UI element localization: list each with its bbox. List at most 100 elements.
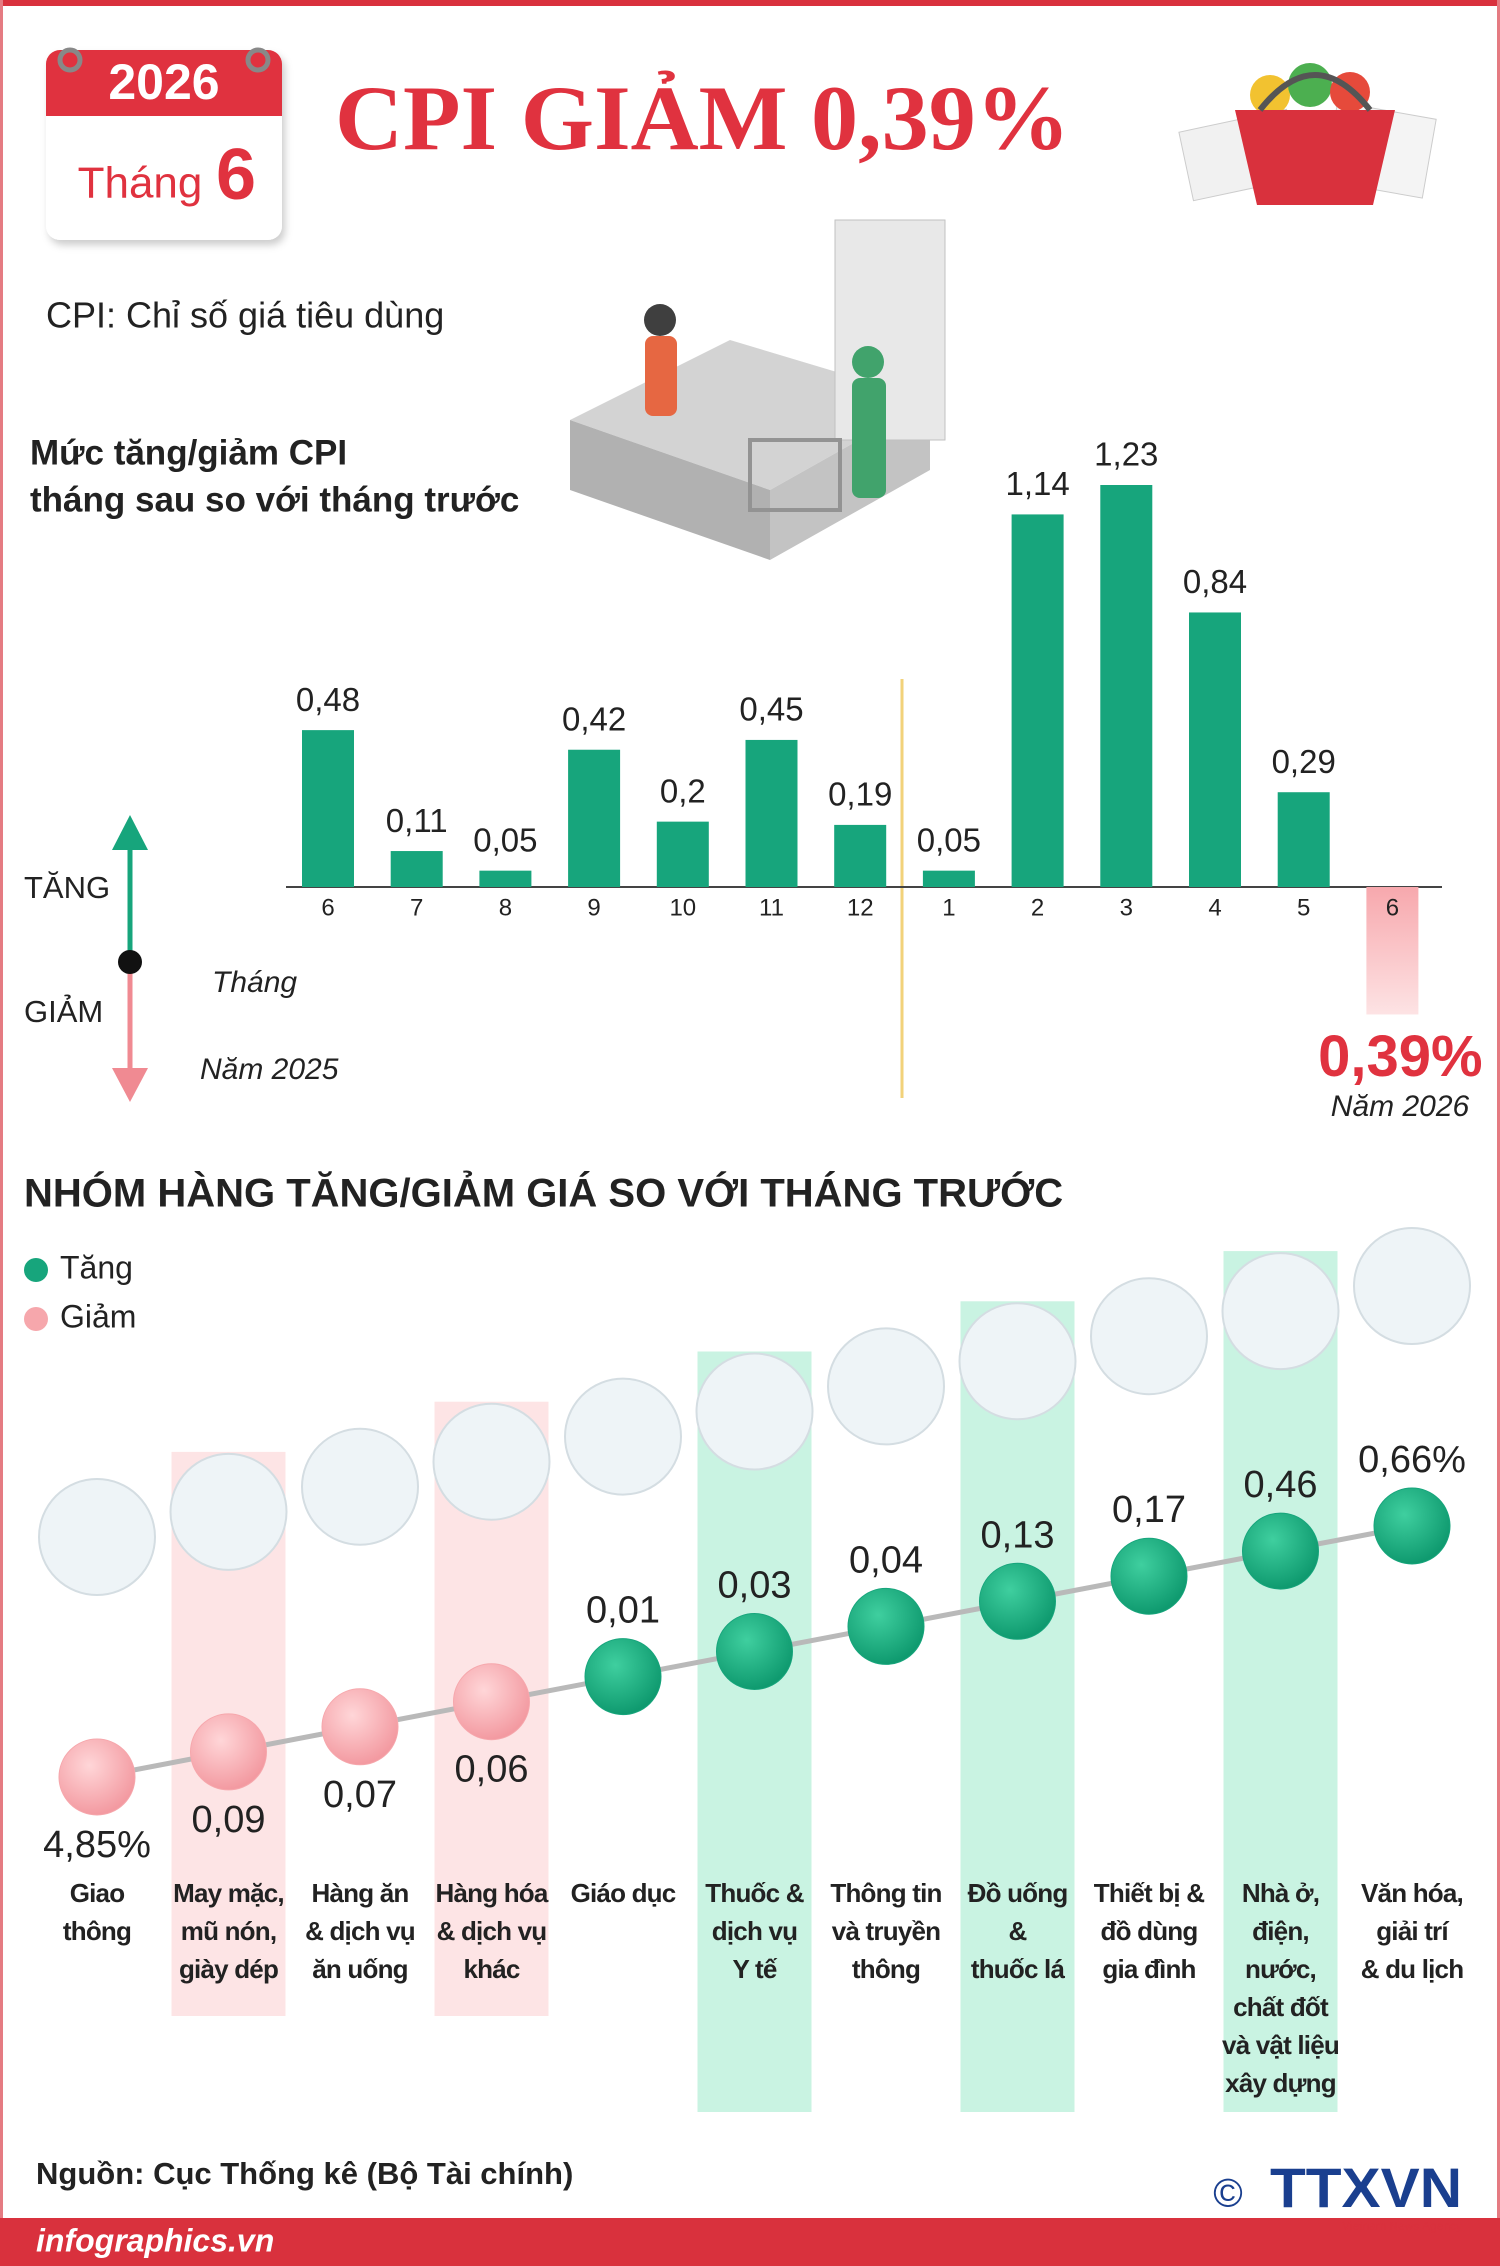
dot — [1242, 1512, 1319, 1590]
cashier-head — [644, 304, 676, 336]
group-icon — [169, 1452, 288, 1571]
x-tick-label: 2 — [1031, 894, 1044, 921]
category-label: Giao thông — [63, 1878, 131, 1946]
category-line: & dịch vụ — [305, 1916, 415, 1946]
category-line: Đồ uống — [968, 1878, 1068, 1908]
calendar-month-label: Tháng — [78, 159, 203, 208]
calendar: 2026 Tháng 6 — [46, 47, 282, 240]
category-line: & — [1009, 1916, 1027, 1946]
value-label: 0,39% — [1318, 1024, 1482, 1089]
right-border — [1497, 0, 1500, 2266]
down-label: GIẢM — [24, 994, 103, 1029]
value-label: 0,09 — [192, 1799, 266, 1841]
shopper-body — [852, 378, 886, 498]
bar — [656, 821, 709, 887]
x-tick-label: 3 — [1120, 894, 1133, 921]
legend-label: Giảm — [60, 1298, 136, 1334]
category-line: giải trí — [1376, 1916, 1449, 1946]
agency: Vietnam News Agency — [1342, 2219, 1462, 2233]
value-label: 0,29 — [1272, 743, 1336, 780]
category-line: & du lịch — [1361, 1954, 1464, 1984]
chart-title: Mức tăng/giảm CPI — [30, 433, 347, 472]
category-line: và vật liệu — [1222, 2030, 1339, 2060]
top-strip — [0, 0, 1500, 6]
value-label: 0,84 — [1183, 563, 1247, 600]
chart-title: tháng sau so với tháng trước — [30, 480, 519, 519]
value-label: 0,19 — [828, 776, 892, 813]
legend-swatch — [24, 1258, 48, 1282]
value-label: 0,46 — [1244, 1464, 1318, 1506]
category-label: Thuốc & dịch vụ Y tế — [705, 1878, 803, 1984]
bar — [1011, 514, 1064, 887]
category-label: Hàng hóa & dịch vụ khác — [435, 1878, 548, 1984]
category-label: Nhà ở, điện, nước, chất đốt và vật liệu xây d… — [1222, 1878, 1339, 2098]
category-line: và truyền — [832, 1916, 940, 1946]
cashier-body — [645, 336, 677, 416]
group-icon — [695, 1352, 814, 1471]
value-label: 0,13 — [981, 1514, 1055, 1556]
column-highlight — [697, 1351, 812, 2112]
value-label: 0,11 — [386, 802, 448, 839]
category-line: giày dép — [179, 1954, 278, 1984]
origin-dot — [118, 950, 142, 974]
category-line: khác — [463, 1954, 519, 1984]
category-line: May mặc, — [173, 1878, 284, 1908]
bar — [834, 824, 887, 887]
legend-label: Tăng — [60, 1249, 133, 1285]
shopper-head — [852, 346, 884, 378]
group-icon — [958, 1302, 1077, 1421]
bar — [1277, 792, 1330, 887]
value-label: 1,23 — [1094, 436, 1158, 473]
x-tick-label: 1 — [942, 894, 955, 921]
copyright: © — [1213, 2172, 1242, 2216]
bar — [568, 749, 621, 887]
bar — [1189, 612, 1241, 887]
group-icon — [301, 1427, 419, 1546]
category-line: ăn uống — [312, 1954, 408, 1984]
value-label: 4,85% — [43, 1824, 151, 1866]
calendar-ring — [245, 47, 271, 73]
category-line: nước, — [1245, 1954, 1316, 1984]
basket-illustration — [1178, 63, 1437, 205]
logo: TTXVN — [1270, 2156, 1462, 2219]
value-label: 0,01 — [586, 1590, 660, 1632]
dot — [716, 1613, 793, 1690]
legend-swatch — [24, 1307, 48, 1331]
category-line: Nhà ở, — [1242, 1878, 1319, 1908]
category-line: Y tế — [732, 1954, 777, 1984]
dot — [1110, 1537, 1188, 1615]
bar — [302, 730, 354, 887]
dot — [979, 1562, 1056, 1640]
value-label: 0,45 — [739, 691, 803, 728]
calendar-month: 6 — [216, 135, 256, 215]
group-icon — [1353, 1227, 1471, 1345]
category-label: May mặc, mũ nón, giày dép — [173, 1878, 284, 1984]
site: infographics.vn — [36, 2222, 274, 2258]
bottom-strip — [0, 2218, 1500, 2266]
shop-illustration — [570, 219, 946, 560]
value-label: 0,42 — [562, 700, 626, 737]
x-tick-label: 9 — [587, 894, 600, 921]
x-tick-label: 10 — [669, 894, 696, 921]
up-arrow-head — [112, 815, 148, 850]
category-line: Giao — [70, 1878, 125, 1908]
category-line: đồ dùng — [1101, 1916, 1198, 1946]
x-tick-label: 4 — [1208, 894, 1221, 921]
category-line: điện, — [1252, 1916, 1309, 1946]
group-icon — [38, 1478, 156, 1596]
category-line: gia đình — [1102, 1954, 1195, 1984]
calendar-band — [46, 50, 282, 116]
category-line: mũ nón, — [181, 1916, 277, 1946]
group-icon — [432, 1402, 551, 1521]
value-label: 0,03 — [718, 1565, 792, 1607]
category-line: Thông tin — [830, 1878, 941, 1908]
shelf — [834, 219, 946, 441]
value-label: 0,2 — [660, 772, 706, 809]
dot — [584, 1638, 662, 1716]
value-label: 0,66% — [1358, 1439, 1466, 1481]
bar — [1366, 887, 1419, 1015]
column-highlight — [960, 1301, 1075, 2112]
category-line: xây dựng — [1225, 2068, 1336, 2098]
column-highlight — [1223, 1251, 1338, 2112]
